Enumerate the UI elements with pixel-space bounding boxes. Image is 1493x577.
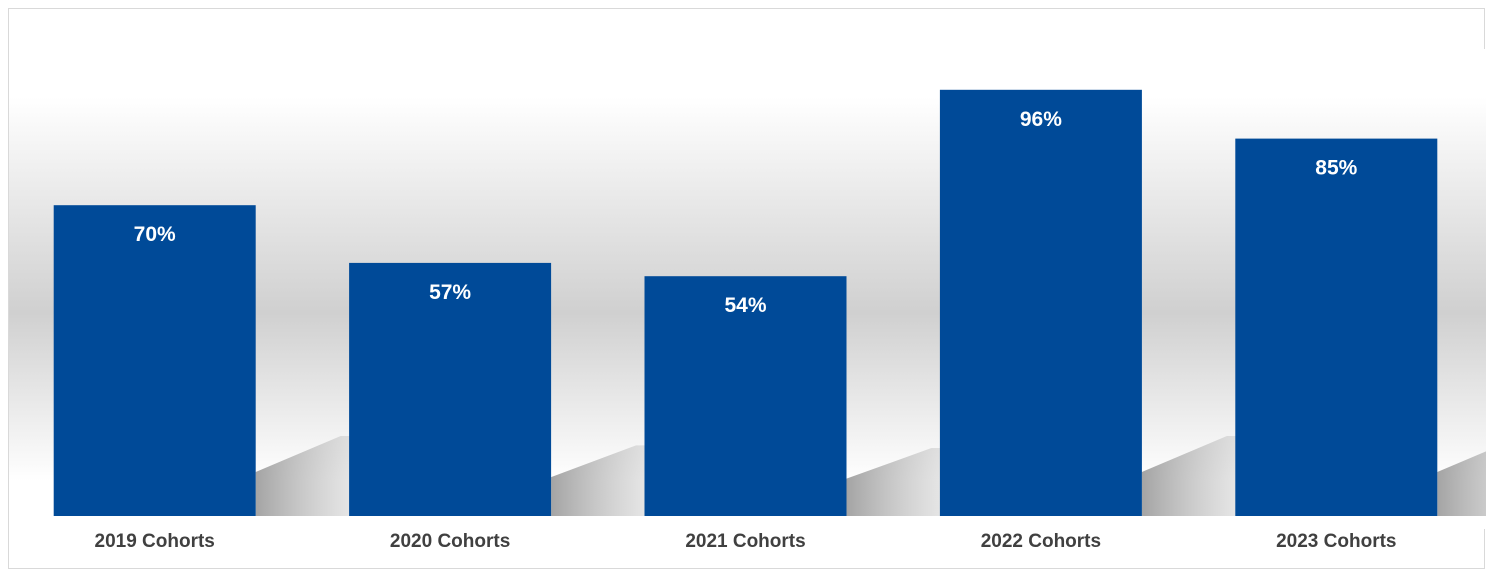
data-label: 57%	[429, 281, 471, 304]
category-label: 2019 Cohorts	[95, 531, 215, 552]
bar-shadow	[846, 448, 962, 516]
data-label: 54%	[724, 294, 766, 317]
bar-shadow	[255, 436, 371, 516]
data-label: 96%	[1020, 108, 1062, 131]
category-label: 2021 Cohorts	[685, 531, 805, 552]
bars	[53, 89, 1438, 517]
bar-shadow	[1437, 451, 1486, 516]
chart-frame: 70% 57% 54% 96% 85% 2019 Cohorts 2020 Cohorts…	[8, 8, 1486, 569]
category-labels: 2019 Cohorts 2020 Cohorts 2021 Cohorts 2022…	[95, 531, 1397, 552]
category-label: 2022 Cohorts	[981, 531, 1101, 552]
bar-shadows	[255, 436, 1486, 516]
bar	[349, 262, 552, 516]
data-label: 85%	[1315, 157, 1357, 180]
value-labels: 70% 57% 54% 96% 85%	[134, 108, 1358, 317]
bar-chart: 70% 57% 54% 96% 85% 2019 Cohorts 2020 Cohorts…	[9, 49, 1486, 552]
bar-shadow	[1141, 436, 1257, 516]
category-label: 2023 Cohorts	[1276, 531, 1396, 552]
category-label: 2020 Cohorts	[390, 531, 510, 552]
data-label: 70%	[134, 223, 176, 246]
bar	[939, 89, 1142, 517]
bar	[644, 276, 847, 516]
bar	[1235, 138, 1438, 516]
bar	[53, 205, 256, 516]
bar-shadow	[551, 445, 667, 516]
